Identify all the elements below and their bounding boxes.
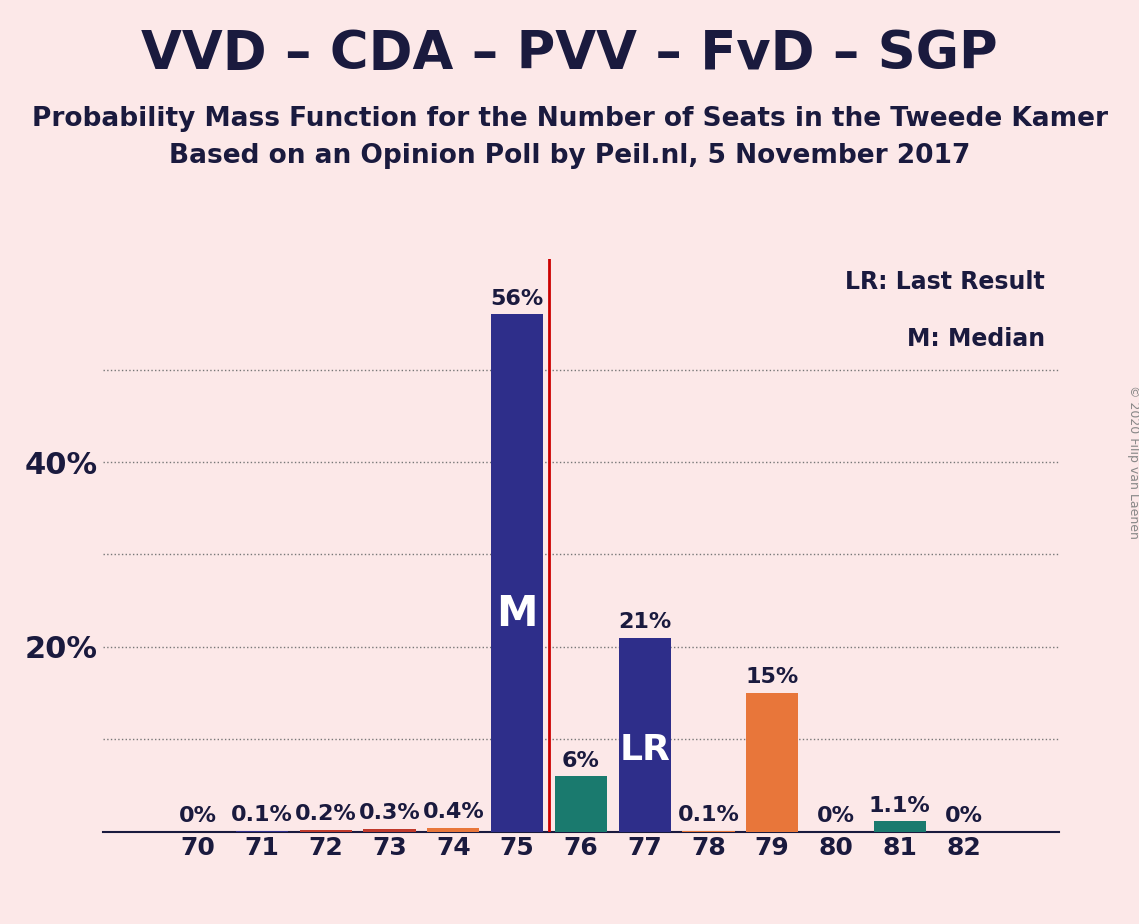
- Text: 56%: 56%: [491, 288, 543, 309]
- Text: Based on an Opinion Poll by Peil.nl, 5 November 2017: Based on an Opinion Poll by Peil.nl, 5 N…: [169, 143, 970, 169]
- Text: © 2020 Filip van Laenen: © 2020 Filip van Laenen: [1126, 385, 1139, 539]
- Text: 0%: 0%: [944, 806, 983, 826]
- Bar: [746, 693, 798, 832]
- Text: 0.4%: 0.4%: [423, 802, 484, 822]
- Text: 0%: 0%: [817, 806, 855, 826]
- Text: M: Median: M: Median: [907, 327, 1044, 351]
- Bar: [300, 830, 352, 832]
- Text: 0.2%: 0.2%: [295, 804, 357, 824]
- Text: 0.1%: 0.1%: [678, 805, 739, 825]
- Text: 0.1%: 0.1%: [231, 805, 293, 825]
- Bar: [236, 831, 288, 832]
- Text: 6%: 6%: [562, 750, 600, 771]
- Text: LR: LR: [620, 733, 670, 767]
- Text: 0%: 0%: [179, 806, 218, 826]
- Bar: [555, 776, 607, 832]
- Text: 0.3%: 0.3%: [359, 803, 420, 823]
- Text: M: M: [497, 593, 538, 636]
- Bar: [427, 828, 480, 832]
- Bar: [363, 829, 416, 832]
- Text: Probability Mass Function for the Number of Seats in the Tweede Kamer: Probability Mass Function for the Number…: [32, 106, 1107, 132]
- Text: 1.1%: 1.1%: [869, 796, 931, 816]
- Bar: [491, 314, 543, 832]
- Text: 21%: 21%: [618, 612, 671, 632]
- Bar: [874, 821, 926, 832]
- Text: 15%: 15%: [746, 667, 798, 687]
- Text: VVD – CDA – PVV – FvD – SGP: VVD – CDA – PVV – FvD – SGP: [141, 28, 998, 79]
- Bar: [618, 638, 671, 832]
- Bar: [682, 831, 735, 832]
- Text: LR: Last Result: LR: Last Result: [845, 270, 1044, 294]
